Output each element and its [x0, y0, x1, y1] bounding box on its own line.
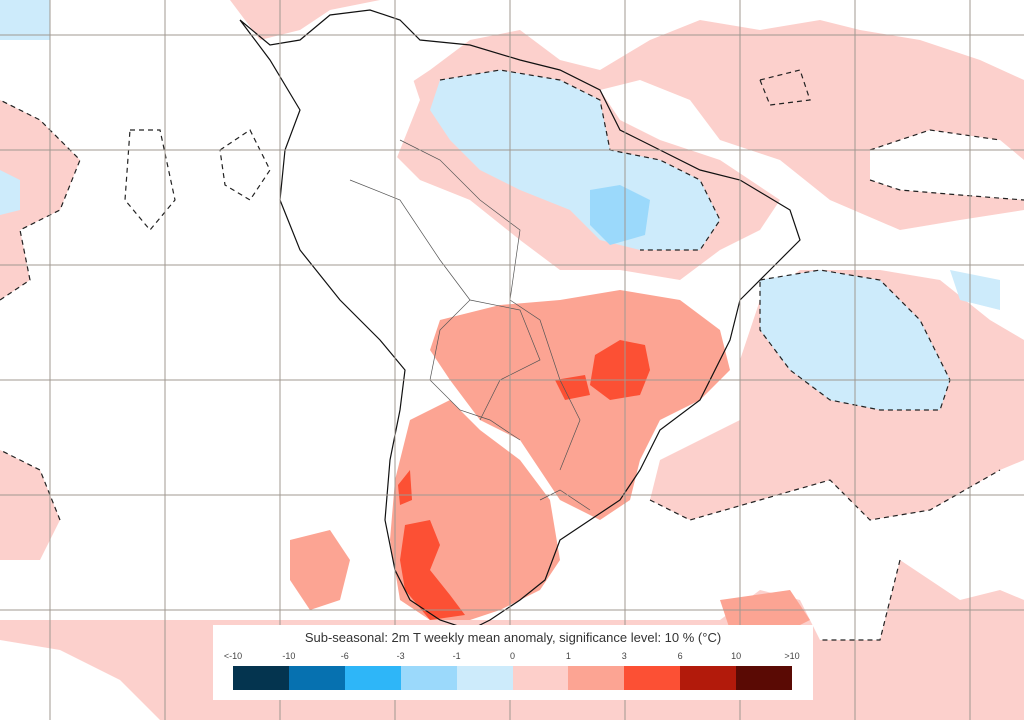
legend-tick: 10: [731, 651, 742, 661]
legend-tick: -1: [452, 651, 461, 661]
cool-anomaly-core: [590, 185, 650, 245]
legend-tick: <-10: [223, 651, 243, 661]
warm-anomaly-areas: [290, 290, 810, 640]
legend-swatch: [680, 666, 737, 690]
south-america-coastline: [239, 9, 801, 631]
legend-tick: 1: [565, 651, 571, 661]
significance-contours: [0, 69, 1024, 641]
legend-swatch: [456, 666, 513, 690]
color-legend: Sub-seasonal: 2m T weekly mean anomaly, …: [213, 625, 813, 700]
legend-swatch: [736, 666, 793, 690]
legend-ticks: <-10 -10 -6 -3 -1 0 1 3 6 10 >10: [224, 651, 800, 663]
legend-swatch: [233, 666, 289, 690]
legend-tick: 3: [621, 651, 627, 661]
legend-tick: >10: [784, 651, 800, 661]
legend-tick: -3: [396, 651, 405, 661]
hot-anomaly-areas: [398, 340, 650, 620]
legend-swatch: [344, 666, 401, 690]
legend-swatch: [512, 666, 569, 690]
legend-colorbar: [233, 666, 793, 690]
legend-tick: -6: [340, 651, 349, 661]
legend-tick: -10: [282, 651, 296, 661]
legend-swatch: [624, 666, 681, 690]
legend-title: Sub-seasonal: 2m T weekly mean anomaly, …: [304, 630, 722, 645]
legend-tick: 6: [677, 651, 683, 661]
legend-tick: 0: [509, 651, 516, 661]
legend-swatch: [568, 666, 625, 690]
legend-swatch: [400, 666, 457, 690]
legend-swatch: [288, 666, 345, 690]
